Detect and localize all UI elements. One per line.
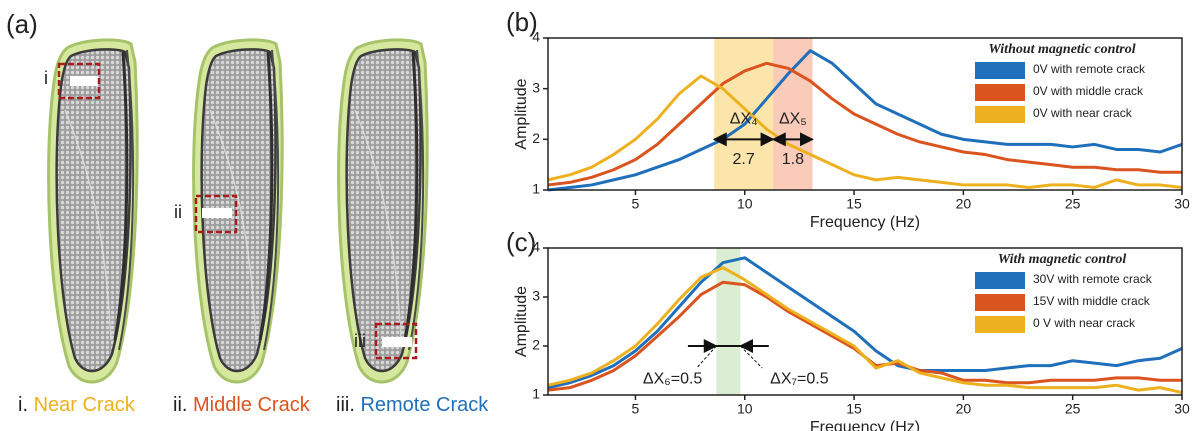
x-tick-label: 20 [956, 401, 972, 417]
y-tick-label: 3 [532, 79, 540, 95]
y-tick-label: 2 [532, 130, 540, 146]
x-tick-label: 10 [737, 401, 753, 417]
legend-swatch [975, 272, 1025, 289]
y-axis-label: Amplitude [513, 286, 530, 357]
annotation-leader [740, 346, 762, 368]
annotation: ΔX₅ [779, 110, 807, 127]
caption: iii. Remote Crack [336, 394, 489, 416]
chart: 1 2 3 4 5 10 15 20 25 30 Frequency (Hz) Amplitude Wi… [513, 29, 1190, 232]
annotation: 2.7 [733, 151, 755, 168]
x-tick-label: 5 [632, 401, 640, 417]
annotation: ΔX₆=0.5 [643, 371, 703, 388]
panel-label: (a) [6, 9, 38, 39]
caption: i. Near Crack [18, 394, 136, 416]
x-axis-label: Frequency (Hz) [810, 419, 920, 431]
x-tick-label: 20 [956, 196, 972, 212]
annotation: ΔX₄ [730, 110, 758, 127]
crack-marker: iii [354, 331, 366, 351]
legend-swatch [975, 106, 1025, 123]
annotation-leader [697, 346, 717, 368]
y-tick-label: 1 [532, 386, 540, 402]
x-tick-label: 15 [846, 401, 862, 417]
caption-numeral: i. [18, 394, 28, 416]
chart: 1 2 3 4 5 10 15 20 25 30 Frequency (Hz) Amplitude Wi… [513, 239, 1190, 431]
y-tick-label: 4 [532, 239, 540, 255]
legend-swatch [975, 84, 1025, 101]
caption-numeral: iii. [336, 394, 355, 416]
crack [382, 337, 412, 347]
annotation: ΔX₇=0.5 [770, 371, 829, 388]
caption-text: Near Crack [34, 394, 136, 416]
crack [202, 208, 232, 218]
x-tick-label: 15 [846, 196, 862, 212]
caption-text: Remote Crack [360, 394, 489, 416]
y-axis-label: Amplitude [513, 78, 530, 149]
crack [70, 76, 98, 86]
legend-title: Without magnetic control [988, 42, 1135, 57]
wing-illustration [339, 40, 428, 382]
legend-label: 0V with middle crack [1033, 84, 1144, 98]
x-tick-label: 25 [1065, 401, 1081, 417]
x-axis-label: Frequency (Hz) [810, 214, 920, 231]
legend-label: 30V with remote crack [1033, 272, 1153, 286]
legend-label: 0V with near crack [1033, 106, 1133, 120]
y-tick-label: 2 [532, 337, 540, 353]
legend-swatch [975, 316, 1025, 333]
legend-label: 15V with middle crack [1033, 294, 1151, 308]
x-tick-label: 10 [737, 196, 753, 212]
x-tick-label: 30 [1174, 401, 1190, 417]
caption-numeral: ii. [173, 394, 187, 416]
legend-label: 0 V with near crack [1033, 316, 1136, 330]
panel-a: (a) i ii iii i. Near Crack ii. Middle Cr… [6, 9, 489, 416]
figure: (a) i ii iii i. Near Crack ii. Middle Cr… [0, 0, 1194, 431]
caption-text: Middle Crack [193, 394, 311, 416]
legend-swatch [975, 294, 1025, 311]
legend-title: With magnetic control [998, 252, 1127, 267]
x-tick-label: 5 [632, 196, 640, 212]
x-tick-label: 25 [1065, 196, 1081, 212]
y-tick-label: 4 [532, 29, 540, 45]
crack-marker: ii [174, 202, 182, 222]
data-line [548, 63, 1182, 185]
annotation: 1.8 [782, 151, 804, 168]
legend-label: 0V with remote crack [1033, 62, 1146, 76]
y-tick-label: 1 [532, 181, 540, 197]
crack-marker: i [44, 68, 48, 88]
legend-swatch [975, 62, 1025, 79]
wing-illustration [49, 40, 138, 382]
caption: ii. Middle Crack [173, 394, 311, 416]
y-tick-label: 3 [532, 288, 540, 304]
x-tick-label: 30 [1174, 196, 1190, 212]
